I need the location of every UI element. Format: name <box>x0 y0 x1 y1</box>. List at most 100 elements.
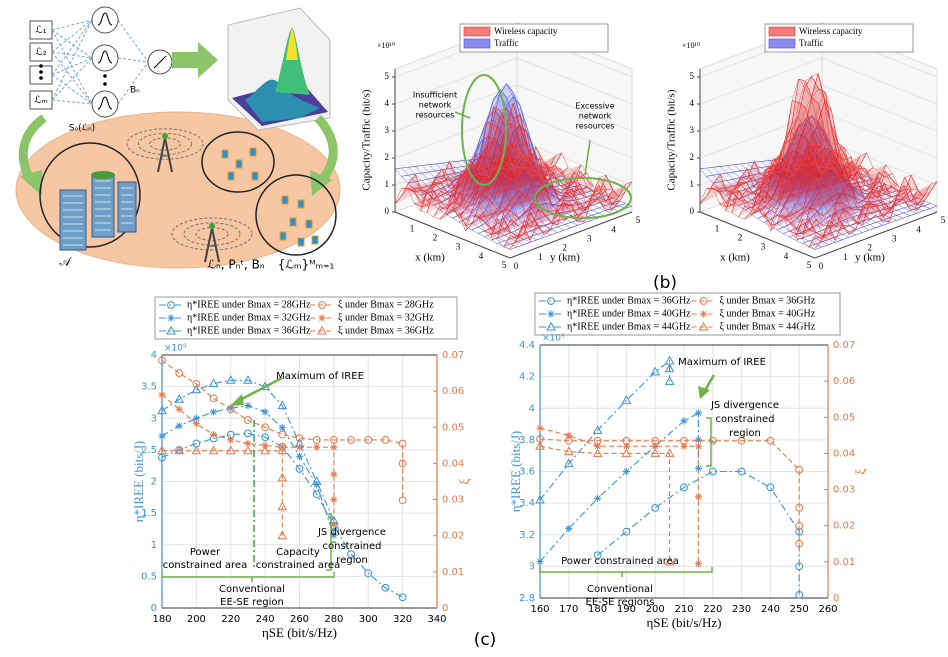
z-axis-label: Capacity/Traffic (bit/s) <box>361 89 373 190</box>
user-device <box>251 171 259 181</box>
bracket <box>539 567 713 577</box>
data-point <box>694 464 702 472</box>
wall-grid <box>821 84 938 132</box>
data-point <box>227 436 235 444</box>
legend-label: η*IREE under Bmax = 36GHz <box>187 325 311 336</box>
data-point <box>158 356 166 365</box>
data-point <box>563 446 574 456</box>
series-line <box>539 445 671 562</box>
data-point <box>318 314 326 322</box>
data-point <box>694 436 702 444</box>
data-point <box>260 445 270 455</box>
legend-label: η*IREE under Bmax = 32GHz <box>187 312 311 323</box>
data-point <box>174 445 185 455</box>
activation <box>97 50 113 64</box>
series-line <box>539 427 699 564</box>
data-point <box>398 593 407 602</box>
y-axis-label: y (km) <box>855 252 885 264</box>
wall-grid <box>699 111 823 159</box>
legend-label: Traffic <box>799 38 824 48</box>
y-axis-label: η*IREE (bits/J) <box>131 441 146 523</box>
axis <box>394 211 511 259</box>
annotation: network <box>579 112 612 121</box>
data-point <box>295 464 304 473</box>
connection <box>51 99 93 105</box>
data-point <box>261 433 270 442</box>
data-point <box>278 424 286 432</box>
bracket <box>706 417 716 467</box>
data-point <box>317 325 327 335</box>
y-tick-label: 3.4 <box>519 498 535 509</box>
user-device <box>305 219 313 229</box>
ellipsis-dot <box>103 82 107 86</box>
series-line <box>161 379 335 521</box>
user-device <box>297 237 305 247</box>
activation <box>97 12 113 26</box>
data-point <box>209 430 218 439</box>
data-point <box>565 524 573 533</box>
data-point <box>330 443 338 451</box>
legend-label: ξ under Bmax = 40GHz <box>720 308 816 319</box>
data-point <box>330 470 338 478</box>
connection <box>51 51 93 105</box>
y2-tick-label: 0.02 <box>442 531 464 542</box>
x-tick-label: 280 <box>324 614 343 625</box>
wall-grid <box>699 57 823 105</box>
legend-label: η*IREE under Bmax = 40GHz <box>567 308 691 319</box>
y-tick-label: 4 <box>529 403 535 414</box>
data-point <box>621 395 632 404</box>
z-tick-label: 5 <box>690 71 695 81</box>
flow-arrow <box>172 42 218 78</box>
y-tick-label: 4 <box>151 350 157 361</box>
data-point <box>622 527 631 536</box>
y-tick-label: 3 <box>587 233 592 243</box>
user-device <box>227 171 235 181</box>
x-axis-label: ηSE (bit/s/Hz) <box>646 615 721 630</box>
surface-mesh <box>801 184 925 239</box>
x-tick-label: 180 <box>152 614 171 625</box>
data-point <box>708 467 717 476</box>
annotation: EE-SE regions <box>586 597 655 608</box>
connection <box>51 51 93 59</box>
y2-tick-label: 0.07 <box>833 340 855 351</box>
y-tick-label: 5 <box>941 215 946 225</box>
data-point <box>244 429 252 438</box>
x-tick-label: 240 <box>256 614 275 625</box>
data-point <box>694 409 702 417</box>
ellipsis-dot <box>103 74 107 78</box>
roof-garden <box>91 171 115 179</box>
data-point <box>347 550 355 559</box>
antenna <box>162 133 168 139</box>
axis <box>509 211 633 259</box>
data-point <box>261 423 270 432</box>
x-tick-label: 4 <box>479 251 484 261</box>
surface-mesh <box>814 205 938 250</box>
x-tick-label: 200 <box>187 614 206 625</box>
wall-grid <box>516 138 633 186</box>
x-axis-label: x (km) <box>415 252 445 264</box>
surface-mesh <box>808 143 924 206</box>
y-tick-label: 1.5 <box>141 508 157 519</box>
connection <box>51 29 93 59</box>
data-point <box>330 521 338 529</box>
data-point <box>330 531 338 539</box>
legend-label: ξ under Bmax = 32GHz <box>338 312 434 323</box>
wall-grid <box>516 111 633 159</box>
annotation: Maximum of IREE <box>276 371 364 382</box>
connection <box>51 19 93 76</box>
data-point <box>209 394 218 403</box>
data-point <box>277 400 288 410</box>
x-tick-label: 240 <box>761 604 780 615</box>
cluster <box>39 142 141 248</box>
data-point <box>277 472 288 482</box>
surface-mesh <box>821 146 938 197</box>
data-point <box>209 408 218 416</box>
map-peak <box>275 28 310 95</box>
data-point <box>227 404 235 412</box>
data-point <box>563 458 574 468</box>
data-point <box>592 425 603 434</box>
y-tick-label: 2 <box>868 243 873 253</box>
data-point <box>651 442 659 450</box>
